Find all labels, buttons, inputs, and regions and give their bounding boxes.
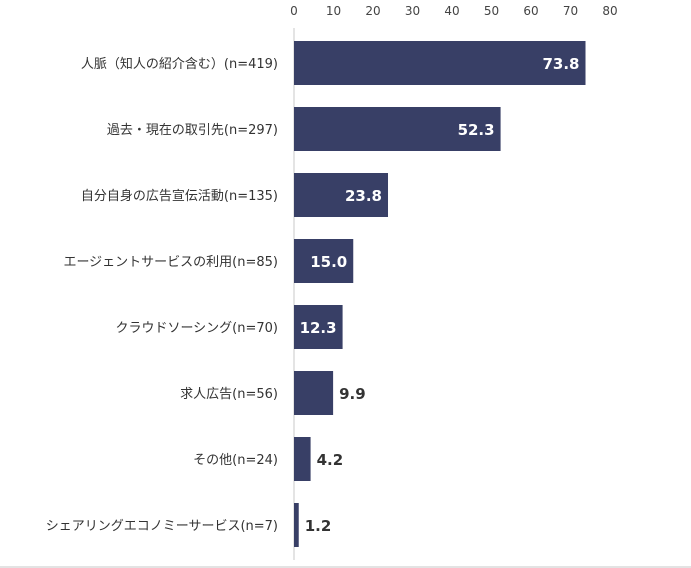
category-label: シェアリングエコノミーサービス(n=7) (46, 519, 278, 534)
x-tick-label: 60 (523, 4, 538, 18)
x-tick-label: 50 (484, 4, 499, 18)
bar-rows: 人脈（知人の紹介含む）(n=419) 73.8 過去・現在の取引先(n=297) 52… (46, 41, 586, 547)
x-tick-label: 80 (602, 4, 617, 18)
bar (294, 107, 501, 151)
bar-value-label: 1.2 (305, 517, 332, 535)
bar (294, 239, 354, 283)
bar (294, 503, 299, 547)
bar-value-label: 15.0 (310, 253, 347, 271)
bar (294, 371, 334, 415)
category-label: 自分自身の広告宣伝活動(n=135) (81, 188, 278, 204)
bar-value-label: 12.3 (300, 319, 337, 337)
x-tick-label: 10 (326, 4, 341, 18)
category-label: エージェントサービスの利用(n=85) (63, 255, 278, 270)
bar-value-label: 23.8 (345, 187, 382, 205)
bar (294, 41, 586, 85)
x-tick-label: 30 (405, 4, 420, 18)
category-label: その他(n=24) (193, 453, 278, 468)
x-tick-label: 0 (290, 4, 298, 18)
x-axis-ticks: 0 10 20 30 40 50 60 70 80 (290, 4, 617, 18)
category-label: 人脈（知人の紹介含む）(n=419) (81, 56, 278, 72)
category-label: 過去・現在の取引先(n=297) (107, 123, 278, 138)
x-tick-label: 70 (563, 4, 578, 18)
bar (294, 305, 343, 349)
category-label: 求人広告(n=56) (180, 387, 278, 402)
x-tick-label: 40 (444, 4, 459, 18)
bar-value-label: 73.8 (542, 55, 579, 73)
x-tick-label: 20 (365, 4, 380, 18)
bar-value-label: 4.2 (317, 451, 344, 469)
bar-value-label: 52.3 (458, 121, 495, 139)
bar-value-label: 9.9 (339, 385, 366, 403)
bar (294, 437, 311, 481)
bottom-rule (0, 566, 691, 568)
bar (294, 173, 389, 217)
category-label: クラウドソーシング(n=70) (115, 321, 278, 336)
